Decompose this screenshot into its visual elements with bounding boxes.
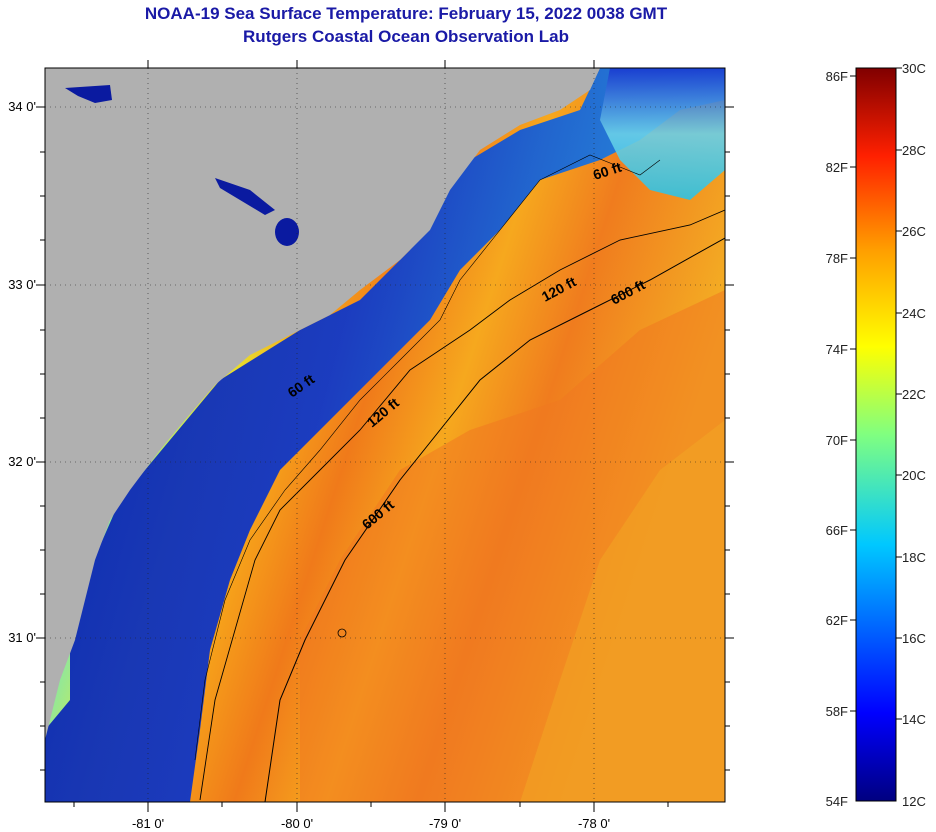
- lon-label-80: -80 0': [280, 816, 314, 831]
- axis-ticks: [36, 60, 734, 812]
- colorbar-f-label: 66F: [825, 523, 848, 538]
- colorbar-f-label: 74F: [825, 342, 848, 357]
- contour-600ft: [264, 237, 725, 802]
- lat-label-31: 31 0': [8, 630, 36, 645]
- colorbar-f-label: 70F: [825, 433, 848, 448]
- land-area: [45, 68, 600, 740]
- contour-60ft: [194, 154, 661, 761]
- colorbar-c-label: 24C: [902, 306, 926, 321]
- colorbar-c-label: 22C: [902, 387, 926, 402]
- colorbar-f-label: 62F: [825, 613, 848, 628]
- colorbar: [855, 67, 897, 802]
- northeast-cool-patch: [600, 68, 725, 200]
- inland-river: [215, 178, 275, 215]
- seamount-contour: [337, 628, 347, 638]
- offshore-yellow-region: [520, 420, 725, 802]
- colorbar-f-label: 54F: [825, 794, 848, 809]
- lon-label-81: -81 0': [131, 816, 165, 831]
- lat-label-34: 34 0': [8, 99, 36, 114]
- map-title: NOAA-19 Sea Surface Temperature: Februar…: [144, 4, 668, 23]
- colorbar-f-label: 86F: [825, 69, 848, 84]
- colorbar-f-label: 82F: [825, 160, 848, 175]
- inland-lake: [275, 218, 299, 246]
- colorbar-c-label: 26C: [902, 224, 926, 239]
- lon-label-79: -79 0': [428, 816, 462, 831]
- lat-label-33: 33 0': [8, 277, 36, 292]
- lat-label-32: 32 0': [8, 454, 36, 469]
- cold-shelf-water: [45, 68, 725, 802]
- colorbar-c-label: 16C: [902, 631, 926, 646]
- colorbar-ticks: [850, 67, 902, 720]
- colorbar-c-label: 12C: [902, 794, 926, 809]
- graticule: [45, 68, 725, 802]
- map-frame: [44, 67, 726, 803]
- colorbar-c-label: 20C: [902, 468, 926, 483]
- lon-label-78: -78 0': [577, 816, 611, 831]
- colorbar-f-label: 78F: [825, 251, 848, 266]
- colorbar-c-label: 30C: [902, 61, 926, 76]
- colorbar-c-label: 18C: [902, 550, 926, 565]
- colorbar-c-label: 14C: [902, 712, 926, 727]
- colorbar-f-label: 58F: [825, 704, 848, 719]
- contour-120ft: [199, 209, 725, 801]
- map-subtitle: Rutgers Coastal Ocean Observation Lab: [243, 27, 569, 46]
- colorbar-c-label: 28C: [902, 143, 926, 158]
- inland-lake: [65, 85, 112, 103]
